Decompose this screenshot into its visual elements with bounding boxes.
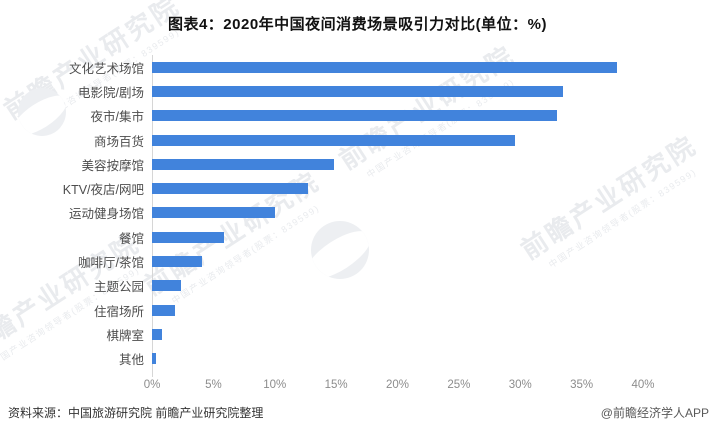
chart-row: 美容按摩馆 <box>8 152 643 176</box>
x-axis-tick-label: 10% <box>263 379 287 391</box>
category-label: 夜市/集市 <box>90 110 144 125</box>
category-label: 餐馆 <box>118 231 144 246</box>
bar-track <box>152 207 643 219</box>
bar-track <box>152 134 643 146</box>
bar <box>152 85 564 97</box>
x-axis-tick-label: 20% <box>385 379 410 391</box>
category-label: 主题公园 <box>93 280 144 295</box>
bar <box>152 61 618 73</box>
chart-row: 运动健身场馆 <box>8 201 643 225</box>
chart-row: 住宿场所 <box>8 298 643 322</box>
category-label: 电影院/剧场 <box>78 85 144 100</box>
chart-title: 图表4：2020年中国夜间消费场景吸引力对比(单位：%) <box>167 16 548 33</box>
chart-row: 主题公园 <box>8 274 643 298</box>
bar-track <box>152 328 643 340</box>
bar-track <box>152 280 643 292</box>
chart-row: KTV/夜店/网吧 <box>8 176 643 200</box>
category-label: 其他 <box>118 353 144 368</box>
x-axis-tick-label: 15% <box>324 379 348 391</box>
x-axis-tick-label: 0% <box>143 379 161 391</box>
chart-row: 电影院/剧场 <box>8 79 643 103</box>
category-label: KTV/夜店/网吧 <box>62 183 144 198</box>
x-axis-tick-label: 25% <box>447 379 471 391</box>
bar <box>152 328 162 340</box>
chart-footer: 资料来源：中国旅游研究院 前瞻产业研究院整理 @前瞻经济学人APP <box>8 404 709 421</box>
bar <box>152 231 225 243</box>
bar-track <box>152 183 643 195</box>
bar <box>152 304 176 316</box>
bar-track <box>152 353 643 365</box>
category-label: 文化艺术场馆 <box>68 61 144 76</box>
category-label: 商场百货 <box>93 134 144 149</box>
x-axis-ticks: 0% 5% 10% 15% 20% 25% 30% 35% 40% <box>144 379 655 395</box>
x-axis-tick-label: 40% <box>631 379 655 391</box>
bar <box>152 158 334 170</box>
bar-track <box>152 61 643 73</box>
chart-row: 商场百货 <box>8 128 643 152</box>
chart-row: 其他 <box>8 347 643 371</box>
category-label: 咖啡厅/茶馆 <box>78 256 144 271</box>
bar <box>152 207 275 219</box>
chart-row: 餐馆 <box>8 225 643 249</box>
bar <box>152 353 156 365</box>
bar-track <box>152 304 643 316</box>
chart-row: 文化艺术场馆 <box>8 55 643 79</box>
chart-row: 夜市/集市 <box>8 104 643 128</box>
chart-rows: 文化艺术场馆电影院/剧场夜市/集市商场百货美容按摩馆 KTV/夜店/网吧 运动健身场… <box>8 55 643 371</box>
bar-track <box>152 85 643 97</box>
bar <box>152 183 308 195</box>
category-label: 住宿场所 <box>93 304 144 319</box>
x-axis-tick-label: 30% <box>508 379 532 391</box>
category-label: 棋牌室 <box>106 328 144 343</box>
bar <box>152 280 182 292</box>
category-label: 美容按摩馆 <box>81 158 144 173</box>
chart-row: 棋牌室 <box>8 322 643 346</box>
bar-track <box>152 158 643 170</box>
bar <box>152 256 203 268</box>
category-label: 运动健身场馆 <box>68 207 144 222</box>
bar <box>152 110 558 122</box>
chart-row: 咖啡厅/茶馆 <box>8 249 643 273</box>
bar-track <box>152 256 643 268</box>
bar <box>152 134 516 146</box>
bar-track <box>152 231 643 243</box>
credit-note: @前瞻经济学人APP <box>600 406 709 420</box>
source-note: 资料来源：中国旅游研究院 前瞻产业研究院整理 <box>8 406 264 420</box>
x-axis-tick-label: 35% <box>570 379 594 391</box>
x-axis-tick-label: 5% <box>205 379 222 391</box>
bar-track <box>152 110 643 122</box>
